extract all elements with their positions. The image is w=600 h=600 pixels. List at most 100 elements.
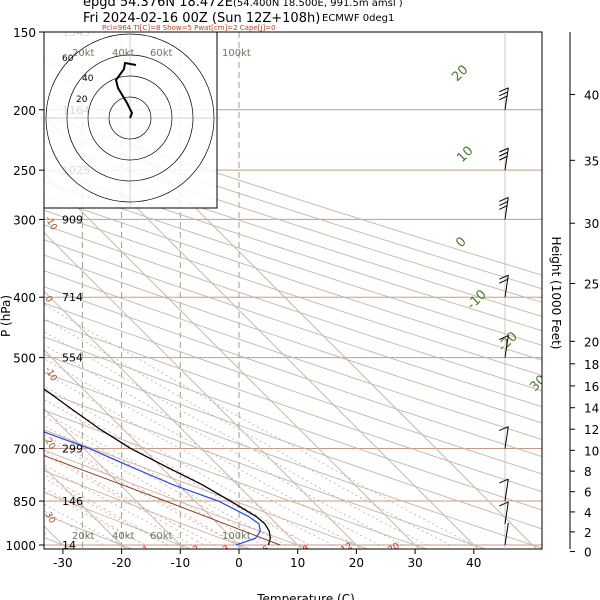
dry-adiabat	[44, 270, 542, 441]
dry-adiabat-label: -10	[42, 366, 58, 384]
right-axis-label: Height (1000 Feet)	[549, 237, 563, 350]
x-tick-label: -10	[170, 556, 190, 570]
height-tick-label: 0	[584, 546, 592, 560]
dry-adiabat-label: -10	[42, 215, 58, 233]
mixing-ratio-label: 8	[302, 544, 312, 556]
mixing-ratio-line	[44, 473, 169, 546]
y-tick-label: 700	[13, 443, 36, 457]
wind-barb-flag	[499, 95, 508, 101]
y-tick-label: 1000	[5, 539, 36, 553]
x-tick-label: 20	[349, 556, 364, 570]
dry-adiabat	[44, 154, 542, 317]
dry-adiabat	[44, 209, 542, 376]
wind-barb-flag	[499, 501, 509, 507]
wind-barb-flag	[499, 91, 509, 97]
wind-barb-flag	[499, 274, 509, 280]
dry-adiabat-label: 20	[42, 437, 57, 452]
temperature-trace	[44, 388, 271, 546]
wind-barb-flag	[499, 196, 509, 202]
height-tick-label: 25	[584, 278, 599, 292]
hodograph-ring-label: 40	[82, 74, 94, 84]
standard-height-label: 14	[62, 539, 76, 552]
standard-height-label: 146	[62, 495, 83, 508]
wind-barb	[504, 501, 509, 524]
height-tick-label: 8	[584, 465, 592, 479]
standard-height-label: 909	[62, 213, 83, 226]
y-axis-label: P (hPa)	[0, 295, 13, 337]
x-tick-label: 0	[235, 556, 243, 570]
wind-barb	[504, 335, 509, 358]
dry-adiabat	[44, 140, 542, 303]
wind-barb	[504, 197, 509, 220]
dry-adiabat	[44, 181, 542, 346]
speed-ring-label: 20kt	[72, 531, 95, 542]
isotherm-label: 30	[527, 373, 549, 395]
wind-barb-flag	[499, 426, 509, 432]
dry-adiabat	[44, 254, 542, 424]
dry-adiabat-label: 0	[42, 295, 54, 305]
wind-barb-flag	[499, 335, 509, 341]
hodograph-ring-label: 60	[62, 54, 74, 64]
dry-adiabat	[44, 167, 542, 332]
mixing-ratio-line	[65, 406, 310, 546]
speed-ring-label: 60kt	[150, 48, 173, 59]
wind-barb	[504, 478, 509, 502]
mixing-ratio-label: 5	[262, 544, 272, 556]
height-tick-label: 6	[584, 486, 592, 500]
mixing-ratio-line	[44, 415, 272, 546]
dry-adiabat	[44, 302, 542, 475]
dry-adiabat-label: 30	[42, 511, 57, 526]
height-tick-label: 4	[584, 506, 592, 520]
wind-barb	[504, 426, 509, 449]
dry-adiabat	[44, 354, 542, 530]
dry-adiabat	[44, 372, 542, 549]
x-tick-label: 40	[466, 556, 481, 570]
chart-model-name: ECMWF 0deg1	[322, 13, 394, 24]
speed-ring-label: 40kt	[112, 531, 135, 542]
wind-barb-flag	[499, 478, 509, 484]
isotherm-label: -20	[495, 329, 521, 355]
speed-ring-label: 100kt	[222, 48, 251, 59]
y-tick-label: 500	[13, 352, 36, 366]
y-tick-label: 200	[13, 104, 36, 118]
isotherm-label: 20	[449, 63, 471, 85]
y-tick-label: 150	[13, 26, 36, 40]
mixing-ratio-line	[44, 434, 240, 546]
height-tick-label: 20	[584, 335, 599, 349]
standard-height-label: 554	[62, 352, 83, 365]
mixing-ratio-label: 1	[142, 544, 152, 556]
height-tick-label: 14	[584, 402, 599, 416]
height-tick-label: 10	[584, 444, 599, 458]
height-tick-label: 40	[584, 88, 599, 102]
dry-adiabat	[44, 114, 542, 276]
mixing-ratio-label: 20	[387, 541, 402, 556]
standard-height-label: 714	[62, 291, 83, 304]
hodograph-trace	[114, 61, 137, 119]
wind-barb-flag	[499, 155, 508, 161]
height-tick-label: 2	[584, 526, 592, 540]
wind-barb-flag	[499, 151, 509, 157]
wind-barb	[504, 87, 509, 110]
mixing-ratio-label: 3	[222, 544, 232, 556]
dry-adiabat	[44, 239, 542, 408]
mixing-ratio-line	[44, 487, 146, 546]
isotherm-label: -10	[464, 287, 490, 313]
dewpoint-trace	[44, 431, 261, 546]
dry-adiabat	[44, 429, 369, 549]
dry-adiabat	[44, 286, 542, 458]
wind-barb-flag	[499, 147, 509, 153]
isotherm-label: 10	[454, 144, 476, 166]
speed-ring-label: 20kt	[72, 48, 95, 59]
isotherm-line	[44, 114, 479, 549]
mixing-ratio-label: 2	[192, 544, 202, 556]
wind-barb-flag	[499, 278, 509, 284]
dry-adiabat	[0, 13, 37, 558]
height-tick-label: 16	[584, 380, 599, 394]
wind-barb-flag	[499, 200, 509, 206]
isotherm-line	[0, 13, 17, 558]
wind-barb	[504, 522, 509, 546]
dry-adiabat	[44, 449, 310, 549]
y-tick-label: 850	[13, 495, 36, 509]
